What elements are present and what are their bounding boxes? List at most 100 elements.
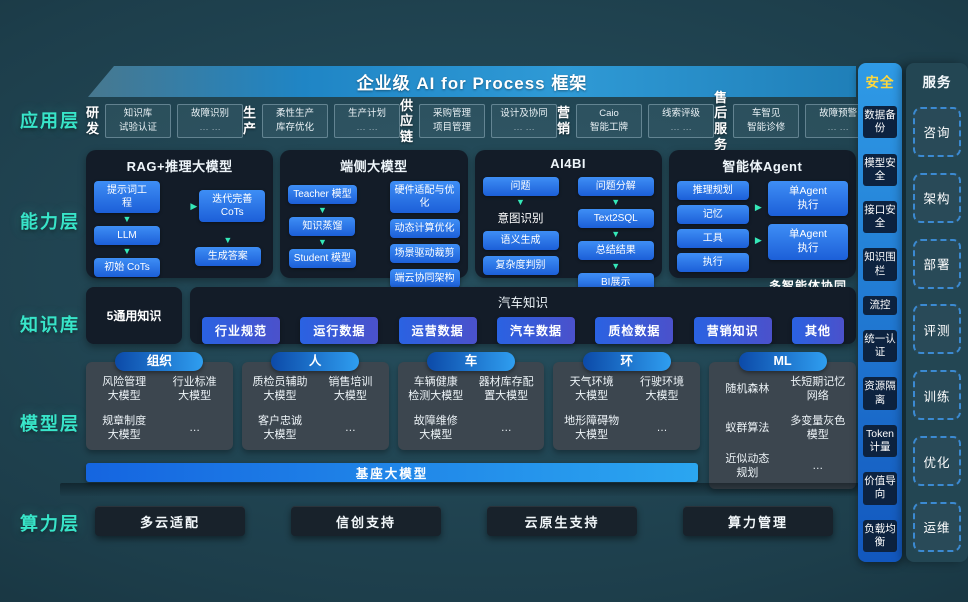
model-item-ellipsis: … bbox=[500, 421, 512, 434]
compute-card: 云原生支持 bbox=[487, 506, 637, 536]
base-model-bar: 基座大模型 bbox=[86, 463, 698, 482]
app-card-ellipsis: … … bbox=[827, 122, 849, 133]
ai4bi-step: Text2SQL bbox=[577, 209, 654, 228]
layer-label-capability: 能力层 bbox=[20, 212, 80, 232]
arrow-down-icon: ▼ bbox=[611, 261, 621, 271]
agent-component: 记忆 bbox=[676, 205, 749, 224]
security-item: 负载均衡 bbox=[863, 519, 897, 552]
app-group-production: 生产 柔性生产 库存优化 生产计划 … … bbox=[243, 104, 401, 138]
compute-layer-row: 多云适配 信创支持 云原生支持 算力管理 bbox=[95, 506, 833, 536]
arrow-down-icon: ▼ bbox=[516, 197, 525, 207]
services-column: 服务 咨询 架构 部署 评测 训练 优化 运维 bbox=[906, 63, 968, 562]
agent-component: 执行 bbox=[676, 253, 749, 272]
security-item: 价值导向 bbox=[863, 472, 897, 505]
app-card-line: 采购管理 bbox=[433, 108, 472, 120]
model-group-items: 天气环境 大模型 行驶环境 大模型 地形障碍物 大模型 … bbox=[556, 375, 697, 442]
app-card-line: 线索评级 bbox=[662, 108, 701, 120]
agent-execution: 单Agent 执行 bbox=[768, 181, 848, 217]
ai4bi-left-column: 问题 ▼ 意图识别 语义生成 复杂度判别 bbox=[482, 177, 559, 292]
model-group-vehicle: 车 车辆健康 检测大模型 器材库存配 置大模型 故障维修 大模型 … bbox=[397, 352, 545, 451]
security-item: 统一认证 bbox=[863, 330, 897, 363]
knowledge-pill: 运行数据 bbox=[300, 317, 379, 344]
app-card-ellipsis: … … bbox=[670, 122, 692, 133]
ai4bi-columns: 问题 ▼ 意图识别 语义生成 复杂度判别 问题分解 ▼ Text2SQL ▼ 总… bbox=[482, 177, 654, 292]
app-card-line: 项目管理 bbox=[433, 122, 472, 133]
knowledge-pill: 营销知识 bbox=[693, 317, 772, 344]
model-group-header: 组织 bbox=[115, 352, 204, 371]
knowledge-pill: 行业规范 bbox=[202, 317, 281, 344]
app-card-line: 车智见 bbox=[751, 108, 781, 120]
edge-feature: 硬件适配与优 化 bbox=[389, 181, 460, 213]
app-card-line: 智能工牌 bbox=[590, 122, 629, 133]
agent-connectors: ▶ ▶ bbox=[751, 181, 765, 294]
agent-title: 智能体Agent bbox=[722, 159, 803, 174]
services-title: 服务 bbox=[922, 75, 952, 90]
model-item-ellipsis: … bbox=[812, 460, 824, 473]
app-card-ellipsis: … … bbox=[199, 122, 221, 133]
app-card: 设计及协同 … … bbox=[491, 104, 558, 138]
model-item: 近似动态 规划 bbox=[725, 453, 770, 480]
edge-left-column: Teacher 模型 ▼ 知识蒸馏 ▼ Student 模型 bbox=[288, 181, 357, 288]
auto-knowledge-title: 汽车知识 bbox=[497, 296, 548, 310]
service-item: 部署 bbox=[913, 238, 961, 289]
application-layer-row: 研发 知识库 试验认证 故障识别 … … 生产 柔性生产 库存优化 生产计划 …… bbox=[86, 90, 872, 152]
general-knowledge-box: 5通用知识 bbox=[86, 287, 182, 344]
app-group-rd: 研发 知识库 试验认证 故障识别 … … bbox=[86, 104, 244, 138]
model-item-ellipsis: … bbox=[189, 421, 201, 434]
app-card: 故障预警 … … bbox=[805, 104, 872, 138]
agent-component: 工具 bbox=[676, 229, 749, 248]
ai4bi-step: 语义生成 bbox=[482, 231, 559, 250]
app-card-line: 知识库 bbox=[123, 108, 153, 120]
security-item: 模型安全 bbox=[863, 153, 897, 186]
model-layer-row: 组织 风险管理 大模型 行业标准 大模型 规章制度 大模型 … 人 质检员辅助 … bbox=[60, 352, 872, 496]
security-item: 流控 bbox=[863, 295, 897, 315]
model-group-ml: ML 随机森林 长短期记忆 网络 蚁群算法 多变量灰色 模型 近似动态 规划 … bbox=[709, 352, 856, 489]
ai4bi-step: 问题 bbox=[482, 177, 559, 196]
app-card-line: 设计及协同 bbox=[500, 108, 548, 120]
layer-label-knowledge: 知识库 bbox=[20, 315, 80, 335]
model-group-items: 质检员辅助 大模型 销售培训 大模型 客户忠诚 大模型 … bbox=[245, 375, 386, 442]
model-item: 风险管理 大模型 bbox=[102, 376, 147, 403]
model-groups: 组织 风险管理 大模型 行业标准 大模型 规章制度 大模型 … 人 质检员辅助 … bbox=[86, 352, 856, 489]
layer-label-model: 模型层 bbox=[20, 414, 80, 434]
model-group-people: 人 质检员辅助 大模型 销售培训 大模型 客户忠诚 大模型 … bbox=[241, 352, 389, 451]
arrow-right-icon: ▶ bbox=[754, 235, 762, 245]
app-card-ellipsis: … … bbox=[513, 122, 535, 133]
edge-model-box: 端侧大模型 Teacher 模型 ▼ 知识蒸馏 ▼ Student 模型 硬件适… bbox=[280, 150, 468, 288]
app-card: 线索评级 … … bbox=[648, 104, 715, 138]
edge-step: Teacher 模型 bbox=[288, 185, 357, 204]
app-group-aftersales: 售后服务 车智见 智能诊修 故障预警 … … bbox=[714, 90, 872, 152]
model-item: 客户忠诚 大模型 bbox=[257, 414, 302, 441]
service-item: 训练 bbox=[913, 370, 961, 421]
edge-feature: 端云协同架构 bbox=[389, 269, 460, 288]
app-group-label: 营销 bbox=[557, 105, 571, 136]
app-group-marketing: 营销 Caio 智能工牌 线索评级 … … bbox=[557, 104, 715, 138]
page-title: 企业级 AI for Process 框架 bbox=[356, 74, 588, 93]
knowledge-pill-row: 行业规范 运行数据 运营数据 汽车数据 质检数据 营销知识 其他 bbox=[202, 317, 844, 344]
agent-right-column: 单Agent 执行 单Agent 执行 多智能体协同 bbox=[768, 181, 848, 294]
ai4bi-step-text: 意图识别 bbox=[497, 213, 544, 225]
app-card-line: 故障预警 bbox=[819, 108, 858, 120]
security-item: Token计量 bbox=[863, 424, 897, 458]
knowledge-pill: 运营数据 bbox=[398, 317, 477, 344]
app-group-label: 供应链 bbox=[400, 97, 414, 144]
arrow-down-icon: ▼ bbox=[317, 205, 327, 215]
model-group-organization: 组织 风险管理 大模型 行业标准 大模型 规章制度 大模型 … bbox=[86, 352, 233, 451]
security-column: 安全 数据备份 模型安全 接口安全 知识围栏 流控 统一认证 资源隔离 Toke… bbox=[858, 63, 902, 562]
rag-box: RAG+推理大模型 提示词工 程 ▼ LLM ▼ 初始 CoTs ▶ 迭代完善 … bbox=[86, 150, 274, 278]
rag-step: 生成答案 bbox=[194, 247, 261, 266]
app-group-supplychain: 供应链 采购管理 项目管理 设计及协同 … … bbox=[400, 97, 558, 145]
service-item: 评测 bbox=[913, 304, 961, 355]
rag-step: 迭代完善 CoTs bbox=[199, 190, 266, 222]
edge-step: Student 模型 bbox=[288, 249, 357, 268]
service-item: 架构 bbox=[913, 172, 961, 223]
knowledge-pill: 质检数据 bbox=[595, 317, 674, 344]
arrow-down-icon: ▼ bbox=[122, 214, 132, 224]
ai4bi-step: 复杂度判别 bbox=[482, 256, 559, 275]
ai4bi-right-column: 问题分解 ▼ Text2SQL ▼ 总结结果 ▼ BI展示 bbox=[577, 177, 654, 292]
service-item: 咨询 bbox=[913, 106, 961, 157]
app-card: 知识库 试验认证 bbox=[105, 104, 172, 138]
agent-execution: 单Agent 执行 bbox=[768, 224, 848, 260]
app-card: 故障识别 … … bbox=[177, 104, 244, 138]
